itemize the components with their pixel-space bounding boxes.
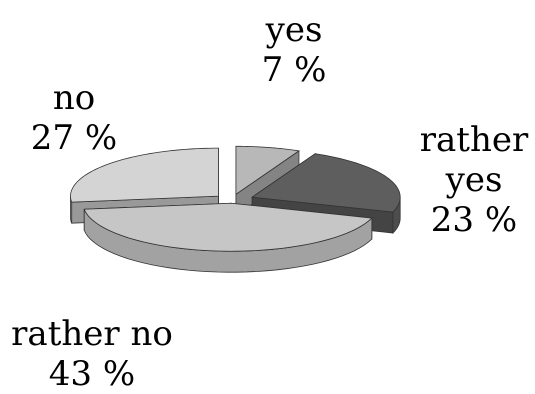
slice-label-yes: yes 7 % [242,10,346,90]
slice-label-rather-yes-name-2: yes [445,160,503,200]
pie-slice-yes [235,145,300,196]
slice-label-rather-no-value: 43 % [48,354,136,394]
pie-slice-rather-no [83,202,373,252]
slice-label-rather-yes-value: 23 % [430,200,518,240]
slice-label-rather-no-name: rather no [11,314,173,354]
slice-label-rather-no: rather no 43 % [8,314,176,394]
slice-label-no: no 27 % [22,78,126,158]
slice-label-rather-yes-name-1: rather [419,120,529,160]
slice-label-rather-yes: rather yes 23 % [414,120,534,240]
pie-slice-rather-yes [251,153,401,213]
slice-label-yes-value: 7 % [261,50,327,90]
slice-label-yes-name: yes [265,10,323,50]
slice-label-no-name: no [52,78,96,118]
slice-label-no-value: 27 % [30,118,118,158]
pie-slice-no [70,147,219,203]
